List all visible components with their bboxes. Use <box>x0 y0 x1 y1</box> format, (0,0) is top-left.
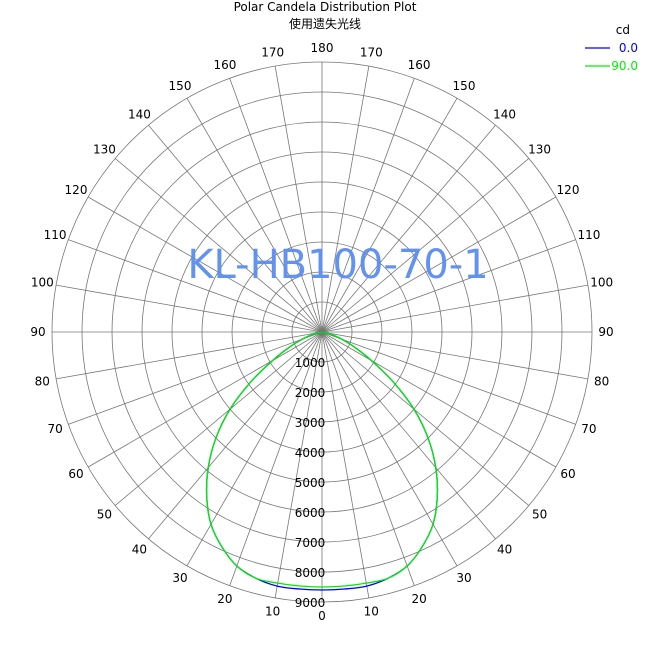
angle-label: 70 <box>47 422 62 436</box>
grid-spoke <box>321 331 576 425</box>
angle-label: 30 <box>456 571 471 585</box>
grid-spoke <box>321 78 415 333</box>
radial-tick-label: 6000 <box>295 506 326 520</box>
angle-label: 110 <box>44 228 67 242</box>
legend: cd 0.0 90.0 <box>585 23 638 73</box>
angle-label: 140 <box>493 107 516 121</box>
angle-label: 160 <box>213 58 236 72</box>
angle-label: 120 <box>557 183 580 197</box>
grid-spoke <box>56 284 323 333</box>
radial-tick-label: 2000 <box>295 386 326 400</box>
grid-spoke <box>321 196 557 333</box>
grid-spoke <box>321 331 496 540</box>
angle-label: 80 <box>35 374 50 388</box>
angle-label: 100 <box>31 276 54 290</box>
grid-spoke <box>186 97 323 333</box>
grid-spoke <box>321 66 370 333</box>
grid-spoke <box>321 124 496 333</box>
series-layer <box>205 331 439 591</box>
grid-spoke <box>68 331 323 425</box>
radial-tick-label: 4000 <box>295 446 326 460</box>
grid-spoke <box>56 331 323 380</box>
grid-spoke <box>321 331 557 468</box>
grid-spoke <box>68 239 323 333</box>
grid-spoke <box>274 66 323 333</box>
legend-label-0: 0.0 <box>619 41 638 55</box>
angle-label: 60 <box>68 467 83 481</box>
radial-tick-label: 9000 <box>295 596 326 610</box>
grid-spoke <box>229 331 323 586</box>
grid-spoke <box>114 331 323 506</box>
angle-label: 90 <box>598 325 613 339</box>
angle-label: 0 <box>318 609 326 623</box>
angle-label: 80 <box>594 374 609 388</box>
grid-spoke <box>321 331 530 506</box>
watermark-text: KL-HB100-70-1 <box>187 242 488 288</box>
angle-label: 150 <box>453 79 476 93</box>
radial-tick-label: 3000 <box>295 416 326 430</box>
grid-spoke <box>321 331 370 598</box>
chart-title: Polar Candela Distribution Plot <box>233 0 417 14</box>
legend-label-1: 90.0 <box>611 59 638 73</box>
angle-label: 130 <box>93 142 116 156</box>
radial-tick-label: 1000 <box>295 356 326 370</box>
angle-label: 50 <box>97 508 112 522</box>
angle-label: 120 <box>65 183 88 197</box>
angle-label: 10 <box>364 605 379 619</box>
grid-spoke <box>229 78 323 333</box>
grid-spoke <box>321 331 588 380</box>
grid-layer <box>51 61 593 603</box>
grid-spoke <box>114 158 323 333</box>
angle-label: 160 <box>408 58 431 72</box>
angle-label: 110 <box>577 228 600 242</box>
angle-label: 70 <box>581 422 596 436</box>
grid-spoke <box>148 331 323 540</box>
grid-spoke <box>274 331 323 598</box>
angle-label: 40 <box>497 543 512 557</box>
grid-spoke <box>148 124 323 333</box>
grid-spoke <box>321 331 415 586</box>
series-line-1 <box>205 331 439 588</box>
angle-label: 10 <box>265 605 280 619</box>
angle-label: 150 <box>169 79 192 93</box>
angle-label: 60 <box>560 467 575 481</box>
angle-label: 30 <box>172 571 187 585</box>
angle-label: 20 <box>411 592 426 606</box>
angle-label: 50 <box>532 508 547 522</box>
grid-spoke <box>321 97 458 333</box>
radial-tick-label: 7000 <box>295 536 326 550</box>
grid-spoke <box>321 284 588 333</box>
angle-label: 100 <box>590 276 613 290</box>
grid-spoke <box>87 196 323 333</box>
angle-label: 170 <box>360 45 383 59</box>
grid-spoke <box>87 331 323 468</box>
grid-spoke <box>186 331 323 567</box>
chart-subtitle: 使用遗失光线 <box>288 17 361 31</box>
legend-unit: cd <box>616 23 630 37</box>
grid-spoke <box>321 331 458 567</box>
angle-label: 90 <box>30 325 45 339</box>
radial-tick-label: 5000 <box>295 476 326 490</box>
grid-spoke <box>321 239 576 333</box>
radial-tick-label: 8000 <box>295 566 326 580</box>
grid-spoke <box>321 158 530 333</box>
angle-label: 170 <box>261 45 284 59</box>
angle-label: 20 <box>217 592 232 606</box>
angle-label: 40 <box>132 543 147 557</box>
angle-label: 180 <box>311 41 334 55</box>
angle-label: 140 <box>128 107 151 121</box>
angle-label: 130 <box>528 142 551 156</box>
